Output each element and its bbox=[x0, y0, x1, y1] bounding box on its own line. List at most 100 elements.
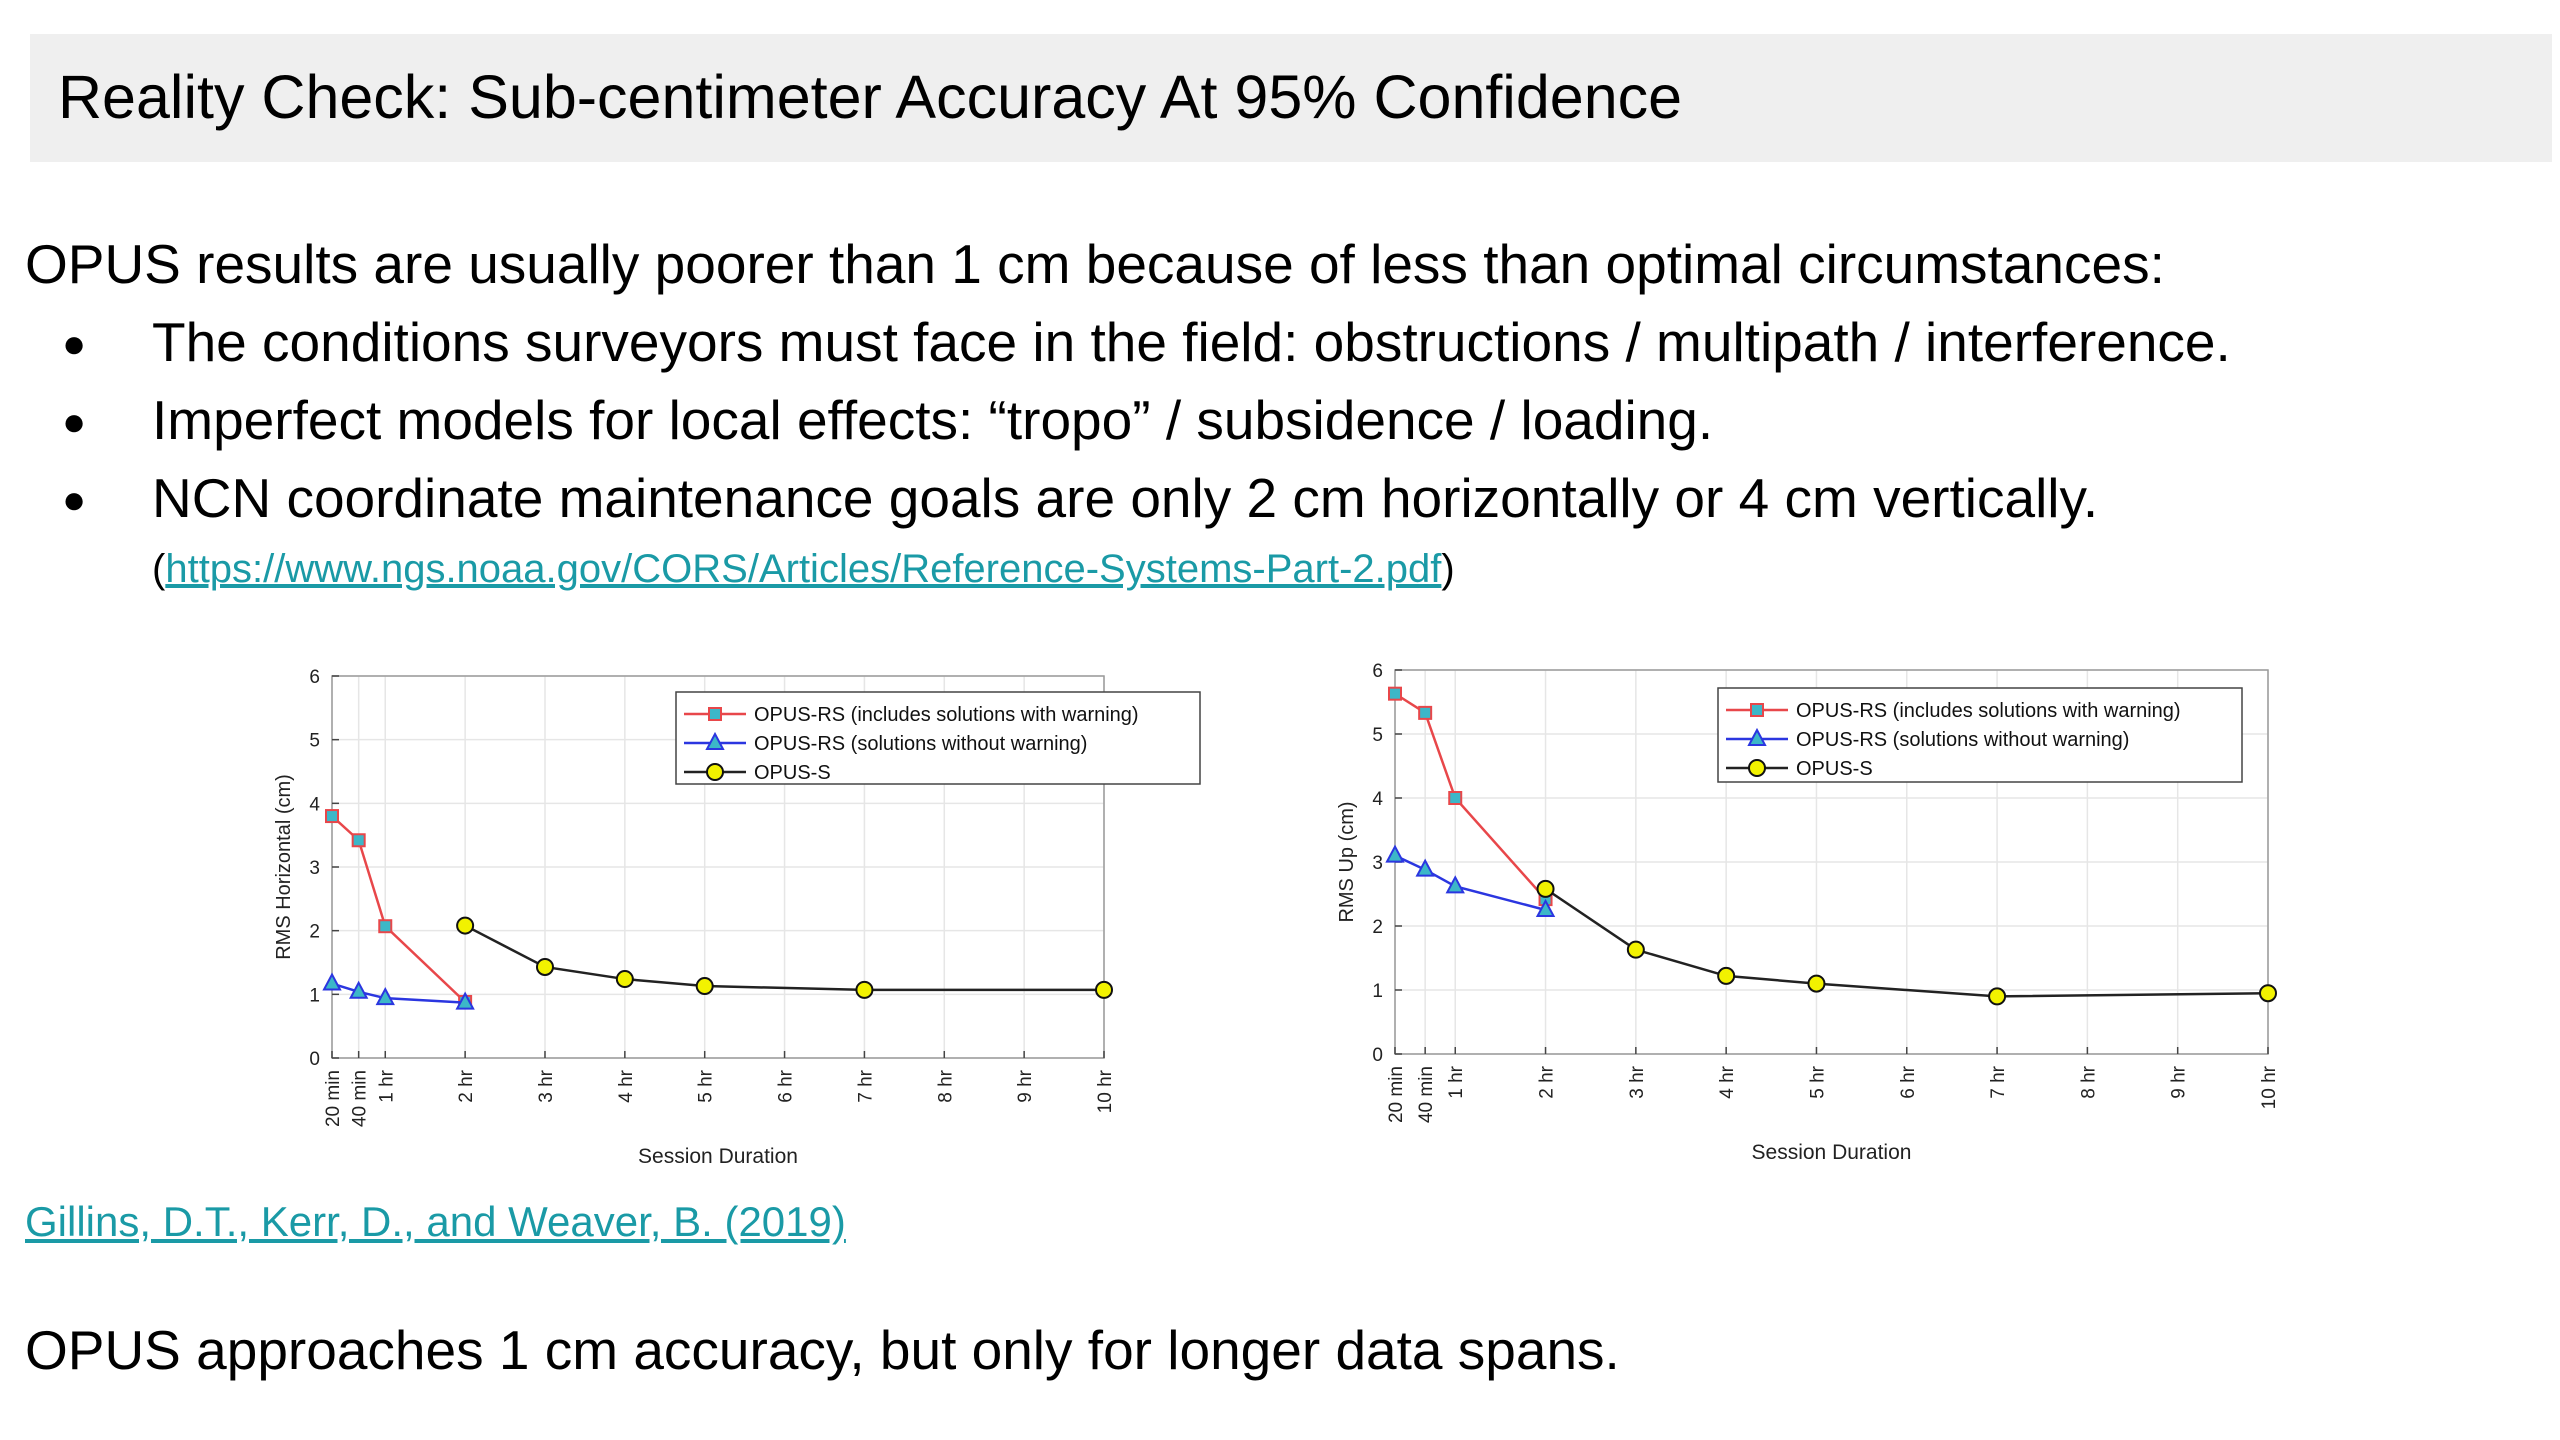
legend-marker bbox=[1748, 759, 1766, 777]
data-point bbox=[615, 970, 634, 989]
reference-line: (https://www.ngs.noaa.gov/CORS/Articles/… bbox=[152, 544, 1455, 594]
legend-marker bbox=[708, 707, 722, 721]
series-line bbox=[1544, 887, 2269, 998]
data-point bbox=[1388, 686, 1402, 701]
y-tick-label: 4 bbox=[309, 794, 320, 815]
conclusion-text: OPUS approaches 1 cm accuracy, but only … bbox=[25, 1319, 1620, 1381]
legend-box bbox=[675, 691, 1201, 785]
x-tick-label: 1 hr bbox=[1446, 1065, 1467, 1098]
legend-label: OPUS-S bbox=[754, 762, 831, 784]
data-point bbox=[1448, 791, 1463, 805]
legend-label: OPUS-RS (includes solutions with warning… bbox=[754, 704, 1139, 726]
legend-marker bbox=[1750, 703, 1764, 717]
data-point bbox=[535, 957, 554, 976]
bullet-icon: ● bbox=[62, 322, 87, 366]
legend-marker bbox=[706, 763, 724, 781]
data-point bbox=[378, 919, 393, 934]
bullet-icon: ● bbox=[62, 400, 87, 444]
series-line bbox=[1394, 854, 1546, 912]
reference-link[interactable]: https://www.ngs.noaa.gov/CORS/Articles/R… bbox=[165, 547, 1442, 591]
data-point bbox=[1445, 875, 1465, 894]
data-point bbox=[1385, 844, 1405, 863]
x-tick-label: 4 hr bbox=[616, 1069, 637, 1102]
legend-label: OPUS-RS (solutions without warning) bbox=[754, 733, 1087, 755]
data-point bbox=[1717, 966, 1736, 985]
x-tick-label: 7 hr bbox=[1988, 1065, 2009, 1098]
bullet-item: Imperfect models for local effects: “tro… bbox=[152, 389, 1714, 451]
x-tick-label: 9 hr bbox=[2169, 1065, 2190, 1098]
y-tick-label: 2 bbox=[1372, 917, 1383, 938]
data-point bbox=[456, 916, 475, 935]
data-point bbox=[695, 977, 714, 996]
data-point bbox=[351, 833, 366, 848]
x-tick-label: 8 hr bbox=[2078, 1065, 2099, 1098]
x-tick-label: 20 min bbox=[323, 1070, 344, 1127]
y-tick-label: 3 bbox=[309, 858, 320, 879]
legend-label: OPUS-RS (includes solutions with warning… bbox=[1796, 700, 2181, 722]
x-tick-label: 4 hr bbox=[1717, 1065, 1738, 1098]
horizontal-rms-chart: 0 1 2 3 4 5 6 20 min 40 min 1 hr 2 hr 3 hr 4 hr 5 hr 6… bbox=[273, 667, 1201, 1168]
series-line bbox=[331, 982, 466, 1004]
x-tick-label: 7 hr bbox=[855, 1069, 876, 1102]
legend-label: OPUS-S bbox=[1796, 758, 1873, 780]
legend-label: OPUS-RS (solutions without warning) bbox=[1796, 729, 2129, 751]
data-point bbox=[1535, 898, 1556, 917]
data-point bbox=[1988, 987, 2007, 1006]
y-tick-label: 6 bbox=[1372, 661, 1383, 682]
y-axis-label: RMS Up (cm) bbox=[1336, 801, 1358, 922]
y-axis-label: RMS Horizontal (cm) bbox=[273, 774, 295, 960]
legend-marker bbox=[1747, 727, 1767, 746]
x-tick-label: 5 hr bbox=[696, 1069, 717, 1102]
y-tick-label: 1 bbox=[309, 985, 320, 1006]
data-point bbox=[322, 972, 342, 991]
reference-open-paren: ( bbox=[152, 547, 166, 591]
data-point bbox=[325, 809, 339, 824]
legend-box bbox=[1717, 687, 2243, 783]
x-tick-label: 1 hr bbox=[376, 1069, 397, 1102]
data-point bbox=[349, 980, 369, 999]
y-tick-label: 4 bbox=[1372, 789, 1383, 810]
y-tick-label: 5 bbox=[309, 731, 320, 752]
data-point bbox=[2259, 984, 2277, 1003]
slide-title-bar: Reality Check: Sub-centimeter Accuracy A… bbox=[30, 34, 2552, 162]
y-tick-label: 5 bbox=[1372, 725, 1383, 746]
data-point bbox=[1807, 974, 1826, 993]
y-tick-label: 2 bbox=[309, 922, 320, 943]
x-axis-label: Session Duration bbox=[1752, 1141, 1912, 1164]
x-tick-label: 6 hr bbox=[1898, 1065, 1919, 1098]
citation-link[interactable]: Gillins, D.T., Kerr, D., and Weaver, B. … bbox=[25, 1198, 846, 1245]
data-point bbox=[1626, 940, 1645, 959]
data-point bbox=[855, 980, 874, 999]
series-line bbox=[1394, 692, 1547, 900]
x-tick-label: 9 hr bbox=[1015, 1069, 1036, 1102]
reference-close-paren: ) bbox=[1441, 547, 1455, 591]
x-tick-label: 6 hr bbox=[776, 1069, 797, 1102]
y-tick-label: 3 bbox=[1372, 853, 1383, 874]
legend-marker bbox=[705, 731, 725, 750]
x-tick-label: 10 hr bbox=[2259, 1065, 2280, 1109]
x-tick-label: 3 hr bbox=[536, 1069, 557, 1102]
x-tick-label: 10 hr bbox=[1095, 1069, 1116, 1113]
bullet-item: The conditions surveyors must face in th… bbox=[152, 311, 2231, 373]
bullet-item: NCN coordinate maintenance goals are onl… bbox=[152, 467, 2099, 529]
data-point bbox=[375, 987, 395, 1006]
x-tick-label: 8 hr bbox=[935, 1069, 956, 1102]
data-point bbox=[1095, 980, 1113, 999]
x-tick-label: 20 min bbox=[1386, 1066, 1407, 1123]
y-tick-label: 0 bbox=[1372, 1045, 1383, 1066]
series-line bbox=[331, 815, 466, 1003]
x-tick-label: 2 hr bbox=[1537, 1065, 1558, 1098]
intro-text: OPUS results are usually poorer than 1 c… bbox=[25, 233, 2165, 295]
y-tick-label: 6 bbox=[309, 667, 320, 688]
data-point bbox=[455, 991, 475, 1010]
vertical-rms-chart: 0 1 2 3 4 5 6 20 min 40 min 1 hr 2 hr 3 hr 4 hr 5 hr 6… bbox=[1336, 661, 2280, 1164]
data-point bbox=[1536, 879, 1555, 898]
x-tick-label: 5 hr bbox=[1807, 1065, 1828, 1098]
x-tick-label: 40 min bbox=[350, 1070, 371, 1127]
x-tick-label: 40 min bbox=[1416, 1066, 1437, 1123]
x-tick-label: 3 hr bbox=[1627, 1065, 1648, 1098]
data-point bbox=[1415, 858, 1435, 877]
x-tick-label: 2 hr bbox=[456, 1069, 477, 1102]
x-axis-label: Session Duration bbox=[638, 1145, 798, 1168]
bullet-icon: ● bbox=[62, 478, 87, 522]
